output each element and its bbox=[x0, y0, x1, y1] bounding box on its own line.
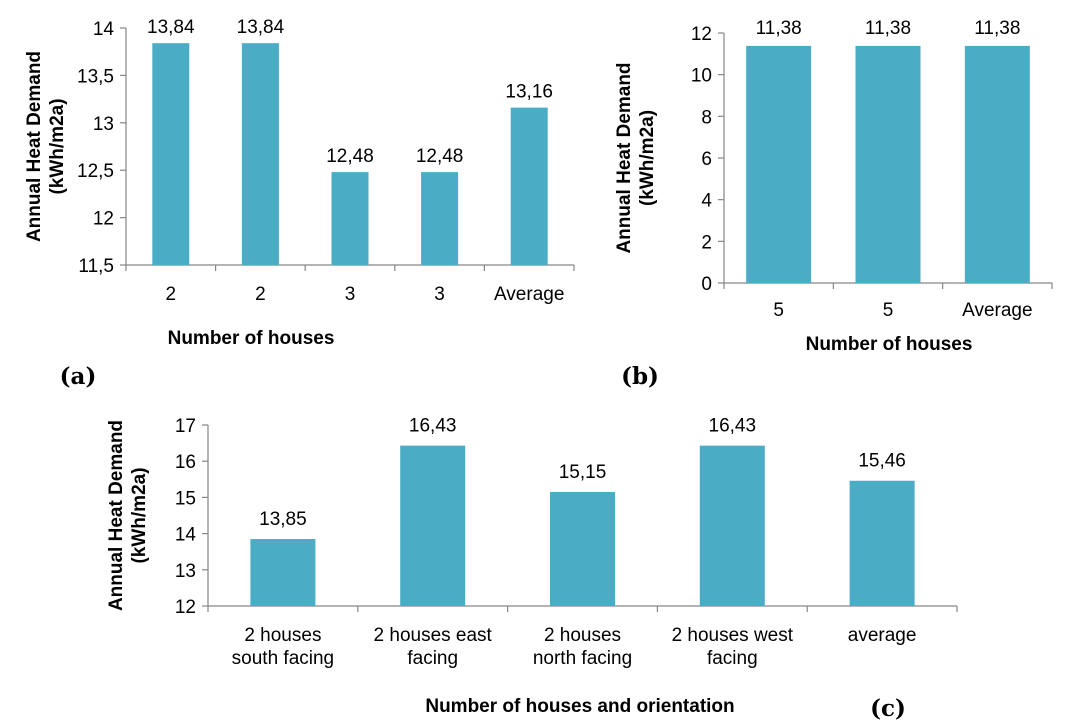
data-label: 11,38 bbox=[974, 18, 1020, 39]
panel-label: (a) bbox=[60, 363, 97, 390]
bar bbox=[849, 480, 915, 606]
y-axis-title: Annual Heat Demand (kWh/m2a) bbox=[24, 51, 68, 242]
bar bbox=[746, 45, 812, 283]
x-tick-label: 5 bbox=[883, 300, 894, 321]
y-tick-label: 13 bbox=[175, 561, 196, 582]
y-tick-label: 13,5 bbox=[77, 66, 114, 87]
y-axis-title: Annual Heat Demand (kWh/m2a) bbox=[106, 420, 150, 611]
x-axis-title: Number of houses bbox=[168, 328, 335, 349]
y-tick-label: 14 bbox=[175, 525, 197, 546]
data-label: 13,84 bbox=[237, 17, 285, 38]
y-tick-label: 4 bbox=[701, 191, 712, 212]
x-tick-label: Average bbox=[962, 300, 1032, 321]
y-tick-label: 12 bbox=[691, 24, 712, 45]
bar bbox=[550, 491, 615, 606]
x-tick-label: average bbox=[848, 625, 917, 646]
y-tick-label: 12 bbox=[175, 597, 196, 618]
bar bbox=[331, 172, 369, 265]
data-label: 12,48 bbox=[326, 146, 374, 167]
data-label: 13,85 bbox=[259, 509, 307, 530]
data-label: 13,84 bbox=[147, 17, 195, 38]
x-tick-label: 2 houses south facing bbox=[232, 625, 334, 669]
y-tick-label: 10 bbox=[691, 66, 712, 87]
x-tick-label: 2 bbox=[255, 284, 266, 305]
bar bbox=[964, 45, 1030, 283]
bar bbox=[699, 445, 765, 606]
panel-label: (b) bbox=[621, 363, 659, 390]
x-axis-title: Number of houses bbox=[806, 334, 973, 355]
y-tick-label: 0 bbox=[701, 274, 712, 295]
data-label: 15,46 bbox=[858, 451, 906, 472]
y-tick-label: 14 bbox=[93, 19, 115, 40]
x-tick-label: 3 bbox=[434, 284, 445, 305]
x-tick-label: 2 houses east facing bbox=[374, 625, 493, 669]
bar bbox=[400, 445, 466, 606]
y-tick-label: 12,5 bbox=[77, 161, 114, 182]
bar bbox=[855, 45, 921, 283]
data-label: 16,43 bbox=[409, 416, 457, 437]
data-label: 16,43 bbox=[709, 416, 757, 437]
data-label: 12,48 bbox=[416, 146, 464, 167]
y-tick-label: 13 bbox=[93, 114, 114, 135]
y-tick-label: 12 bbox=[93, 209, 114, 230]
bar bbox=[421, 172, 459, 265]
x-tick-label: 2 bbox=[166, 284, 177, 305]
data-label: 11,38 bbox=[865, 18, 911, 39]
chart-panel-c: 12 13 14 15 16 17 13,85 2 houses south facing 16,… bbox=[106, 416, 958, 722]
y-tick-label: 8 bbox=[701, 107, 712, 128]
bar bbox=[510, 107, 548, 265]
y-tick-label: 11,5 bbox=[78, 256, 114, 277]
y-tick-label: 6 bbox=[701, 149, 712, 170]
data-label: 13,16 bbox=[505, 82, 553, 103]
y-tick-label: 2 bbox=[701, 232, 712, 253]
chart-panel-a: 11,5 12 12,5 13 13,5 14 13,84 2 13,84 2 12,48 3 12,4… bbox=[24, 17, 575, 390]
bar bbox=[250, 539, 316, 606]
x-tick-label: 2 houses north facing bbox=[533, 625, 632, 669]
chart-panel-b: 0 2 4 6 8 10 12 11,38 5 11,38 5 11,38 Average Annual … bbox=[614, 18, 1053, 390]
x-axis-title: Number of houses and orientation bbox=[425, 696, 734, 717]
data-label: 11,38 bbox=[756, 18, 802, 39]
y-axis-title: Annual Heat Demand (kWh/m2a) bbox=[614, 62, 658, 253]
y-tick-label: 16 bbox=[175, 452, 196, 473]
x-tick-label: Average bbox=[494, 284, 564, 305]
x-tick-label: 3 bbox=[345, 284, 356, 305]
y-tick-label: 17 bbox=[175, 416, 196, 437]
bar bbox=[152, 43, 190, 265]
data-label: 15,15 bbox=[559, 462, 607, 483]
x-tick-label: 5 bbox=[773, 300, 784, 321]
bar bbox=[241, 43, 279, 265]
panel-label: (c) bbox=[870, 695, 906, 722]
y-tick-label: 15 bbox=[175, 488, 196, 509]
x-tick-label: 2 houses west facing bbox=[672, 625, 794, 669]
